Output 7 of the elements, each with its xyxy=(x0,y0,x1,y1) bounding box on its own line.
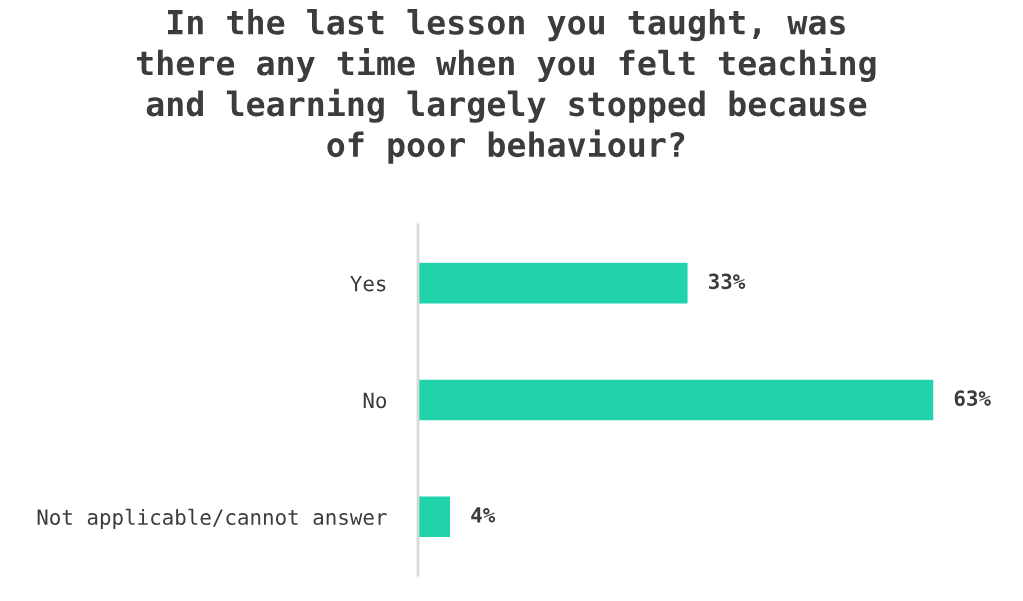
data-label: 33% xyxy=(708,273,746,290)
data-label: 63% xyxy=(954,390,991,407)
y-tick-label: Yes xyxy=(350,275,386,292)
y-tick-label: Not applicable/cannot answer xyxy=(37,508,387,530)
data-label: 4% xyxy=(471,507,496,523)
chart-title: In the last lesson you taught, was there any time when you felt teaching and learning largely stopped because of poor behaviour? xyxy=(136,9,876,164)
y-tick-label: No xyxy=(363,392,387,409)
